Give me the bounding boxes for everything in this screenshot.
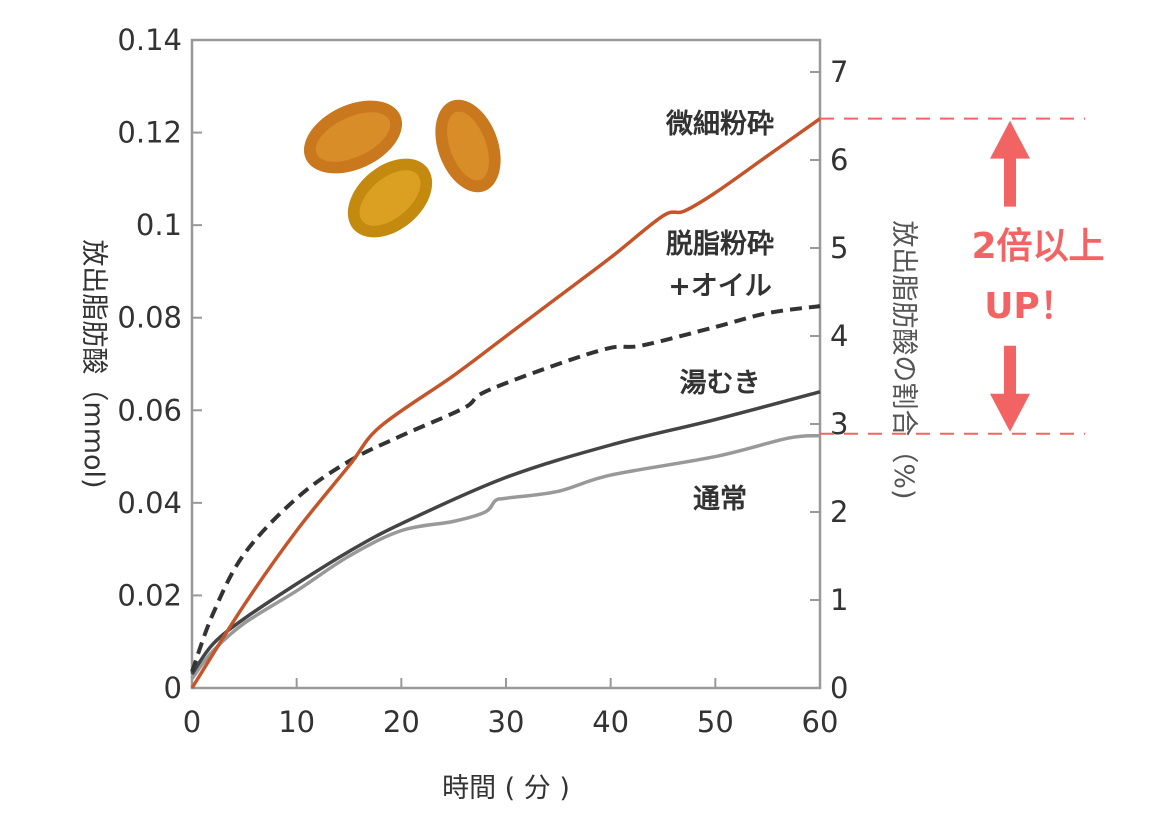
y-tick-label: 0	[164, 671, 182, 705]
series-label: 湯むき	[680, 368, 761, 399]
x-tick-label: 0	[183, 705, 201, 739]
series-line-2	[190, 390, 821, 676]
series-line-1	[190, 304, 821, 673]
y2-tick-label: 5	[830, 231, 848, 265]
y2-tick-label: 4	[830, 319, 848, 353]
x-tick-label: 60	[802, 705, 839, 739]
y-tick-label: 0.04	[117, 486, 182, 520]
y-tick-label: 0.06	[117, 393, 182, 427]
arrow-down-icon	[990, 345, 1030, 432]
y-tick-label: 0.14	[117, 23, 182, 57]
y2-tick-label: 3	[830, 407, 848, 441]
series-label: 脱脂粉砕	[666, 229, 774, 260]
series-label: 微細粉砕	[665, 109, 774, 140]
series-label: 通常	[693, 484, 747, 515]
x-tick-label: 50	[697, 705, 734, 739]
x-tick-label: 20	[383, 705, 420, 739]
y-tick-label: 0.1	[136, 208, 182, 242]
y-axis-label: 放出脂肪酸（mmol)	[78, 239, 109, 488]
annotation-line-1: 2倍以上	[971, 226, 1104, 267]
x-tick-label: 40	[592, 705, 629, 739]
almond-illustration	[303, 99, 501, 238]
y2-tick-label: 6	[830, 143, 848, 177]
annotation-line-2: UP！	[984, 286, 1076, 327]
series-label: +オイル	[668, 271, 772, 302]
arrow-up-icon	[990, 120, 1030, 207]
x-tick-label: 30	[488, 705, 525, 739]
y-tick-label: 0.08	[117, 301, 182, 335]
y2-tick-label: 1	[830, 583, 848, 617]
y2-tick-label: 0	[830, 671, 848, 705]
annotation: 2倍以上 UP！	[820, 117, 1105, 435]
series-line-0	[190, 117, 822, 689]
y2-axis-label: 放出脂肪酸の割合（%)	[888, 220, 919, 499]
series-line-3	[190, 433, 821, 680]
x-axis-label: 時間 ( 分 )	[442, 773, 570, 804]
x-tick-label: 10	[278, 705, 315, 739]
y2-tick-label: 2	[830, 495, 848, 529]
y-tick-label: 0.02	[117, 578, 182, 612]
y-tick-label: 0.12	[117, 116, 182, 150]
y2-tick-label: 7	[830, 55, 848, 89]
